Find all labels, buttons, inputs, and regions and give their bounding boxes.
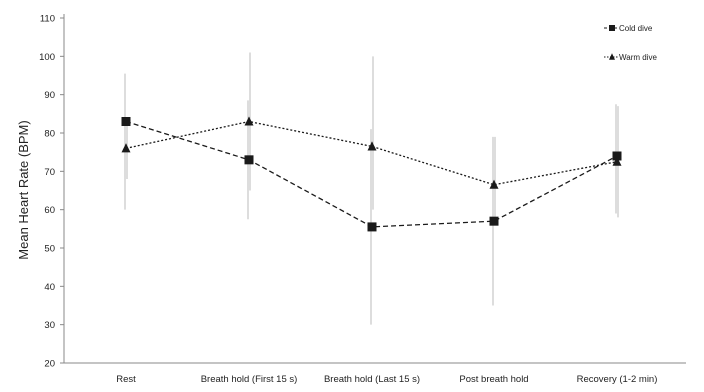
data-point-triangle <box>121 143 131 153</box>
x-tick-label: Rest <box>116 374 136 385</box>
y-tick-label: 30 <box>44 320 55 331</box>
y-axis-title: Mean Heart Rate (BPM) <box>16 120 31 259</box>
y-tick-label: 20 <box>44 359 55 370</box>
data-point-square <box>121 117 131 126</box>
data-point-square <box>367 222 377 232</box>
y-tick-label: 50 <box>44 244 55 255</box>
x-tick-label: Post breath hold <box>459 374 528 385</box>
legend-marker-square <box>609 25 615 31</box>
y-tick-label: 80 <box>44 129 55 140</box>
data-point-triangle <box>367 141 377 151</box>
y-tick-label: 90 <box>44 90 55 101</box>
data-point-triangle <box>489 179 499 189</box>
error-bars <box>124 52 619 325</box>
y-tick-label: 40 <box>44 282 55 293</box>
data-point-square <box>489 216 499 226</box>
tick-labels: 20 30 40 50 60 70 80 90 100 110 Rest Breath hold (F… <box>39 14 657 386</box>
data-point-triangle <box>612 156 622 166</box>
y-tick-label: 70 <box>44 167 55 178</box>
data-point-square <box>244 155 254 165</box>
legend-label: Warm dive <box>619 53 657 62</box>
x-tick-label: Breath hold (First 15 s) <box>201 374 298 385</box>
x-tick-label: Breath hold (Last 15 s) <box>324 374 420 385</box>
y-tick-label: 60 <box>44 205 55 216</box>
y-tick-label: 100 <box>39 52 55 63</box>
data-point-triangle <box>244 116 254 126</box>
x-tick-label: Recovery (1-2 min) <box>577 374 658 385</box>
data-point-square <box>612 151 622 161</box>
data-markers <box>121 116 622 232</box>
legend-label: Cold dive <box>619 24 653 33</box>
y-tick-label: 110 <box>40 14 55 25</box>
legend: Cold dive Warm dive <box>604 24 657 62</box>
warm-dive-line <box>125 120 618 186</box>
legend-marker-triangle <box>609 53 615 60</box>
axes <box>60 14 686 364</box>
